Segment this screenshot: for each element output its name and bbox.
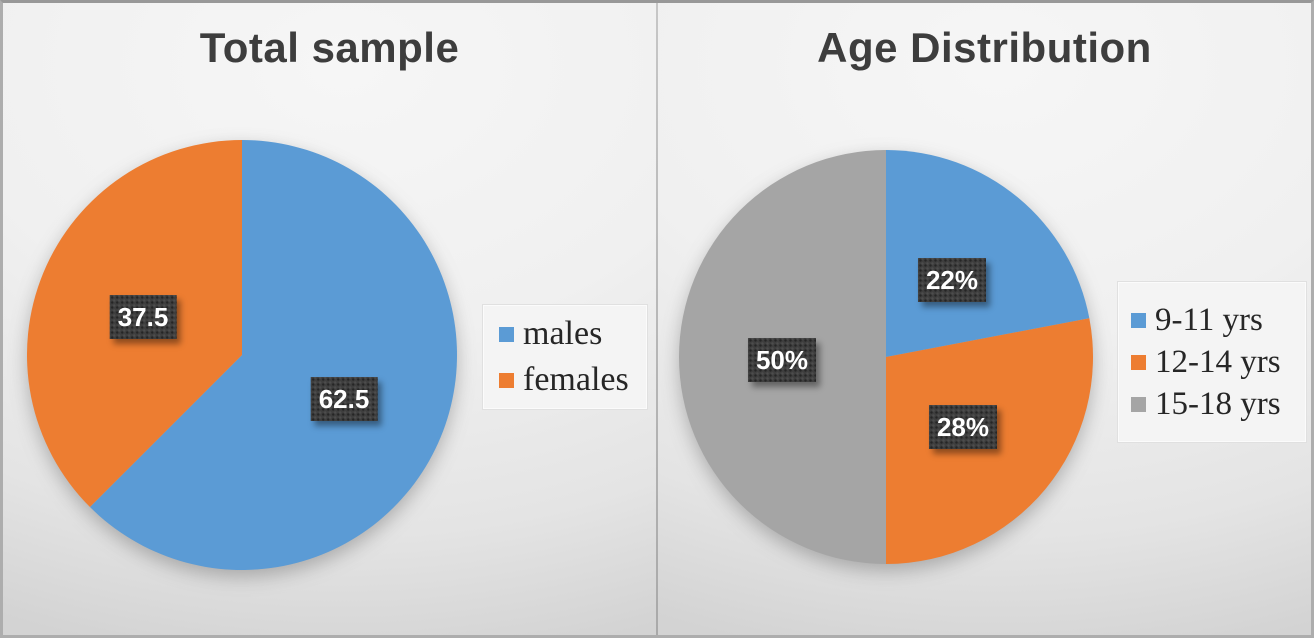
data-label-15-18: 50% [748,338,816,382]
age-distribution-pie [679,150,1093,564]
males-swatch-icon [499,326,514,342]
data-label-females: 37.5 [110,295,177,339]
legend-label: females [523,361,629,398]
legend-item-15-18-yrs: 15-18 yrs [1131,385,1306,422]
legend-label: 9-11 yrs [1155,301,1263,338]
12-14-yrs-swatch-icon [1131,354,1146,370]
legend-item-9-11-yrs: 9-11 yrs [1131,301,1306,338]
data-label-9-11: 22% [918,258,986,302]
pie-slice-males [89,140,457,570]
females-swatch-icon [499,372,514,388]
legend: males females [483,305,647,409]
data-label-males: 62.5 [311,377,378,421]
panel-divider [656,3,658,635]
15-18-yrs-swatch-icon [1131,396,1146,412]
total-sample-pie [27,140,457,570]
pie-slice-12-14-yrs [886,318,1093,564]
legend-label: 15-18 yrs [1155,385,1281,422]
legend-item-males: males [499,317,647,351]
chart-title: Age Distribution [817,24,1152,71]
pie-slice-9-11-yrs [886,150,1090,357]
data-label-12-14: 28% [929,405,997,449]
legend-item-12-14-yrs: 12-14 yrs [1131,343,1306,380]
legend-item-females: females [499,363,647,397]
legend-label: 12-14 yrs [1155,343,1281,380]
legend: 9-11 yrs 12-14 yrs 15-18 yrs [1118,282,1306,442]
legend-label: males [523,315,603,352]
age-distribution-chart-panel: Age Distribution 22% 50% 28% 9-11 yrs 12… [658,3,1311,635]
chart-title: Total sample [199,24,460,71]
total-sample-chart-panel: Total sample 37.5 62.5 males females [3,3,656,635]
9-11-yrs-swatch-icon [1131,312,1146,328]
